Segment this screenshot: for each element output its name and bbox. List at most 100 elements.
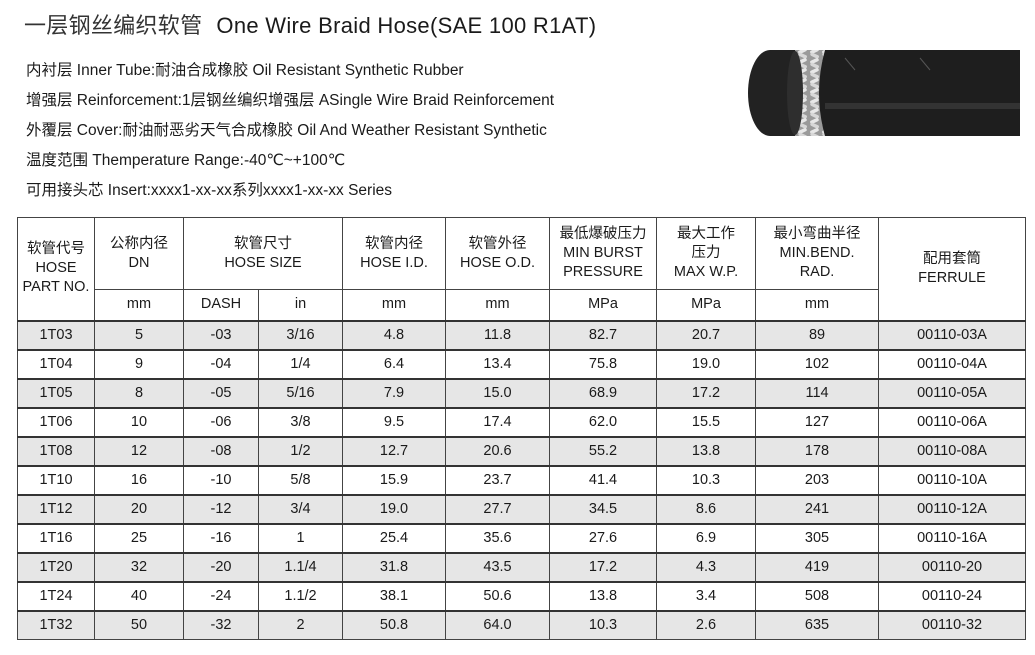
table-cell: 20.6 — [445, 435, 551, 466]
table-cell: 20.7 — [656, 319, 757, 350]
table-cell: 82.7 — [549, 319, 658, 350]
table-cell: 114 — [755, 377, 880, 408]
header-part-no: 软管代号 HOSE PART NO. — [17, 217, 95, 321]
table-cell: 00110-20 — [878, 551, 1027, 582]
table-cell: 15.9 — [342, 464, 447, 495]
table-cell: 1T03 — [17, 319, 95, 350]
table-cell: 3/16 — [257, 319, 344, 350]
table-row: 1T06 10 -06 3/8 9.5 17.4 62.0 15.5 127 00110-06A — [17, 406, 1027, 437]
table-cell: 16 — [94, 464, 184, 495]
table-row: 1T12 20 -12 3/4 19.0 27.7 34.5 8.6 241 00110-12A — [17, 493, 1027, 524]
table-cell: 1/4 — [257, 348, 344, 379]
table-cell: 9.5 — [342, 406, 447, 437]
table-cell: 12.7 — [342, 435, 447, 466]
table-cell: 00110-16A — [878, 522, 1027, 553]
header-burst-pressure: 最低爆破压力 MIN BURST PRESSURE — [549, 217, 658, 290]
table-cell: 75.8 — [549, 348, 658, 379]
table-cell: 1T16 — [17, 522, 95, 553]
table-cell: 34.5 — [549, 493, 658, 524]
table-cell: 17.2 — [549, 551, 658, 582]
table-body: 1T03 5 -03 3/16 4.8 11.8 82.7 20.7 89 00110-03A 1T… — [17, 319, 1027, 640]
header-max-wp: 最大工作 压力 MAX W.P. — [656, 217, 757, 290]
spec-cover: 外覆层 Cover:耐油耐恶劣天气合成橡胶 Oil And Weather Re… — [26, 122, 547, 139]
title-chinese: 一层钢丝编织软管 — [24, 13, 203, 38]
table-cell: 5/16 — [257, 377, 344, 408]
table-cell: 40 — [94, 580, 184, 611]
unit-cell: DASH — [183, 289, 259, 321]
spec-list: 内衬层 Inner Tube:耐油合成橡胶 Oil Resistant Synt… — [26, 56, 554, 206]
table-cell: 00110-24 — [878, 580, 1027, 611]
table-cell: 1T20 — [17, 551, 95, 582]
braided-hose-image — [748, 50, 1020, 136]
table-cell: 64.0 — [445, 609, 551, 640]
unit-cell: mm — [755, 289, 880, 321]
table-cell: 27.6 — [549, 522, 658, 553]
spec-inner-tube: 内衬层 Inner Tube:耐油合成橡胶 Oil Resistant Synt… — [26, 62, 464, 79]
table-cell: 19.0 — [656, 348, 757, 379]
table-cell: 6.4 — [342, 348, 447, 379]
table-cell: 2 — [257, 609, 344, 640]
table-row: 1T32 50 -32 2 50.8 64.0 10.3 2.6 635 00110-32 — [17, 609, 1027, 640]
table-cell: 62.0 — [549, 406, 658, 437]
table-cell: 13.8 — [656, 435, 757, 466]
title-english: One Wire Braid Hose(SAE 100 R1AT) — [216, 13, 597, 38]
table-row: 1T03 5 -03 3/16 4.8 11.8 82.7 20.7 89 00110-03A — [17, 319, 1027, 350]
spec-reinforcement: 增强层 Reinforcement:1层钢丝编织增强层 ASingle Wire… — [26, 92, 555, 109]
table-cell: 1T06 — [17, 406, 95, 437]
table-cell: 10.3 — [656, 464, 757, 495]
table-cell: 5 — [94, 319, 184, 350]
table-cell: 4.8 — [342, 319, 447, 350]
page-title: 一层钢丝编织软管 One Wire Braid Hose(SAE 100 R1AT… — [24, 8, 596, 40]
table-cell: 50.8 — [342, 609, 447, 640]
table-cell: 9 — [94, 348, 184, 379]
table-cell: -20 — [183, 551, 259, 582]
table-cell: 15.5 — [656, 406, 757, 437]
table-cell: 635 — [755, 609, 880, 640]
table-cell: 1T05 — [17, 377, 95, 408]
table-cell: 178 — [755, 435, 880, 466]
table-cell: -08 — [183, 435, 259, 466]
table-cell: 32 — [94, 551, 184, 582]
table-cell: 3/8 — [257, 406, 344, 437]
table-cell: -32 — [183, 609, 259, 640]
table-cell: 4.3 — [656, 551, 757, 582]
table-cell: 00110-08A — [878, 435, 1027, 466]
unit-cell: MPa — [656, 289, 757, 321]
spec-temperature: 温度范围 Themperature Range:-40℃~+100℃ — [26, 152, 346, 169]
table-cell: 1T24 — [17, 580, 95, 611]
table-cell: -12 — [183, 493, 259, 524]
table-row: 1T08 12 -08 1/2 12.7 20.6 55.2 13.8 178 00110-08A — [17, 435, 1027, 466]
table-cell: 12 — [94, 435, 184, 466]
table-cell: 11.8 — [445, 319, 551, 350]
header-hose-id: 软管内径 HOSE I.D. — [342, 217, 447, 290]
table-cell: 6.9 — [656, 522, 757, 553]
table-cell: 20 — [94, 493, 184, 524]
table-cell: 13.4 — [445, 348, 551, 379]
table-cell: 10.3 — [549, 609, 658, 640]
table-cell: 89 — [755, 319, 880, 350]
unit-cell: mm — [445, 289, 551, 321]
table-cell: 1T32 — [17, 609, 95, 640]
table-cell: 68.9 — [549, 377, 658, 408]
table-row: 1T20 32 -20 1.1/4 31.8 43.5 17.2 4.3 419 00110-20 — [17, 551, 1027, 582]
table-cell: 8 — [94, 377, 184, 408]
table-cell: 00110-32 — [878, 609, 1027, 640]
table-cell: 1T08 — [17, 435, 95, 466]
table-row: 1T24 40 -24 1.1/2 38.1 50.6 13.8 3.4 508 00110-24 — [17, 580, 1027, 611]
table-cell: 00110-06A — [878, 406, 1027, 437]
table-cell: -04 — [183, 348, 259, 379]
table-cell: 00110-10A — [878, 464, 1027, 495]
table-cell: 1.1/2 — [257, 580, 344, 611]
table-cell: 10 — [94, 406, 184, 437]
table-cell: 00110-05A — [878, 377, 1027, 408]
table-cell: 127 — [755, 406, 880, 437]
table-row: 1T10 16 -10 5/8 15.9 23.7 41.4 10.3 203 00110-10A — [17, 464, 1027, 495]
table-cell: 50.6 — [445, 580, 551, 611]
table-cell: 38.1 — [342, 580, 447, 611]
table-cell: 3/4 — [257, 493, 344, 524]
table-cell: 241 — [755, 493, 880, 524]
table-cell: -06 — [183, 406, 259, 437]
table-cell: 8.6 — [656, 493, 757, 524]
table-cell: 00110-04A — [878, 348, 1027, 379]
table-cell: 17.4 — [445, 406, 551, 437]
